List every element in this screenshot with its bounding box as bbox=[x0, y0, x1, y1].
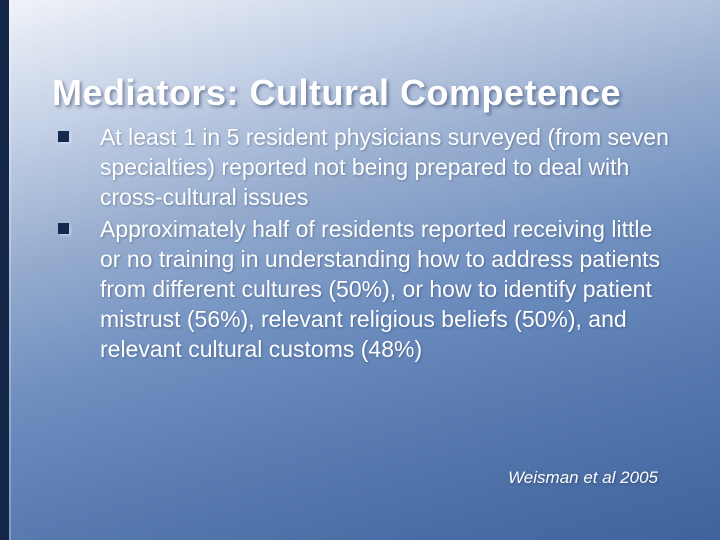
slide-title: Mediators: Cultural Competence bbox=[52, 72, 622, 114]
bullet-item: Approximately half of residents reported… bbox=[52, 214, 672, 364]
bullet-list: At least 1 in 5 resident physicians surv… bbox=[52, 122, 672, 366]
square-bullet-icon bbox=[58, 223, 69, 234]
citation-text: Weisman et al 2005 bbox=[508, 468, 658, 487]
bullet-item: At least 1 in 5 resident physicians surv… bbox=[52, 122, 672, 212]
bullet-text: Approximately half of residents reported… bbox=[100, 216, 661, 362]
left-accent-bar bbox=[0, 0, 9, 540]
square-bullet-icon bbox=[58, 131, 69, 142]
left-accent-bar-highlight bbox=[9, 0, 11, 540]
bullet-text: At least 1 in 5 resident physicians surv… bbox=[100, 124, 669, 210]
